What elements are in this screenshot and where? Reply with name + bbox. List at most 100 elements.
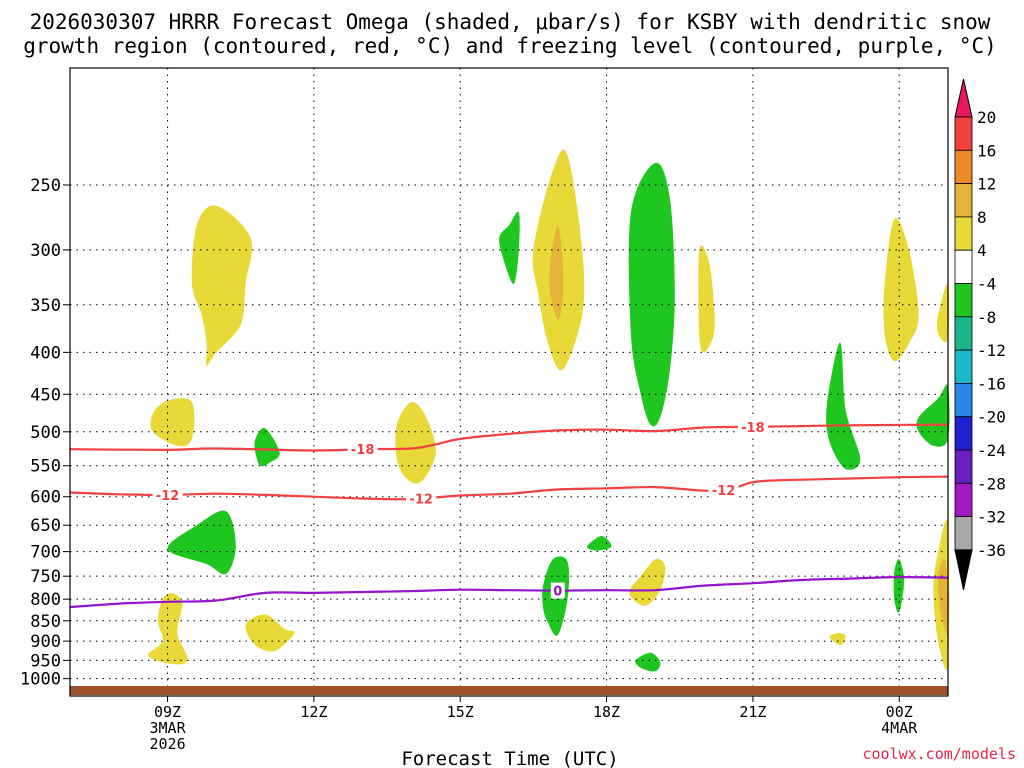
colorbar-swatch-5 <box>954 283 973 318</box>
dgz-top-label-1: -18 <box>741 421 765 436</box>
omega-neg-f <box>167 510 236 575</box>
colorbar-swatch-top <box>954 78 973 118</box>
xtick-label-09Z: 09Z <box>154 703 181 721</box>
colorbar-swatch-bottom <box>954 549 973 591</box>
plot-area: -18 -18 -12 -12 -12 0 <box>69 67 950 697</box>
xtick-label-12Z: 12Z <box>300 703 327 721</box>
xtick-label-4MAR: 4MAR <box>881 719 918 737</box>
xtick-label-15Z: 15Z <box>447 703 474 721</box>
omega-pos-k <box>829 633 846 646</box>
colorbar-label--28: -28 <box>977 474 1006 493</box>
omega-pos-c <box>395 401 436 484</box>
colorbar-swatch-10 <box>954 449 973 484</box>
colorbar-label--36: -36 <box>977 541 1006 560</box>
ytick-label-500: 500 <box>30 423 61 443</box>
colorbar-swatch-6 <box>954 316 973 351</box>
ytick-label-950: 950 <box>30 651 61 671</box>
omega-pos-g <box>937 283 950 343</box>
colorbar-label-20: 20 <box>977 108 996 127</box>
colorbar-swatch-1 <box>954 149 973 185</box>
freezing-level-line <box>69 575 949 609</box>
credit-text: coolwx.com/models <box>862 745 1016 763</box>
x-axis-title: Forecast Time (UTC) <box>401 748 618 768</box>
y-axis-ticks: 2503003504004505005506006507007508008509… <box>20 176 70 690</box>
chart-title-line-1: 2026030307 HRRR Forecast Omega (shaded, … <box>30 10 991 34</box>
colorbar-label--32: -32 <box>977 508 1006 527</box>
colorbar-label-16: 16 <box>977 141 996 160</box>
temperature-contours: -18 -18 -12 -12 -12 0 <box>69 418 949 609</box>
omega-pos-j <box>629 558 666 606</box>
ytick-label-400: 400 <box>30 343 61 363</box>
dgz-bottom-label-bg-2 <box>708 481 739 498</box>
xtick-label-2026: 2026 <box>149 735 185 753</box>
colorbar-label-4: 4 <box>977 241 987 260</box>
omega-shading <box>148 149 950 672</box>
omega-pos-f <box>883 217 919 362</box>
colorbar-label-12: 12 <box>977 175 996 194</box>
omega-pos-d-core <box>549 225 564 320</box>
ytick-label-350: 350 <box>30 296 61 316</box>
colorbar-swatch-3 <box>954 216 973 251</box>
ytick-label-800: 800 <box>30 590 61 610</box>
omega-neg-e <box>254 427 280 467</box>
colorbar-label-8: 8 <box>977 208 987 227</box>
colorbar-swatch-8 <box>954 382 973 418</box>
xtick-label-3MAR: 3MAR <box>149 719 186 737</box>
dgz-top-line <box>69 423 949 452</box>
omega-neg-b <box>628 162 675 427</box>
ytick-label-850: 850 <box>30 612 61 632</box>
colorbar: 20 16 12 8 4 -4 -8 -12 -16 -20 -24 -28 -32 -36 <box>954 78 1006 591</box>
colorbar-swatch-12 <box>954 516 973 551</box>
omega-neg-i <box>635 652 661 672</box>
ytick-label-650: 650 <box>30 516 61 536</box>
colorbar-label--16: -16 <box>977 374 1006 393</box>
ytick-label-900: 900 <box>30 632 61 652</box>
colorbar-swatch-0 <box>954 116 973 151</box>
dgz-bottom-label-1: -12 <box>409 492 433 507</box>
chart-title-line-2: growth region (contoured, red, °C) and f… <box>23 34 997 58</box>
dgz-top-label-0: -18 <box>351 443 375 458</box>
dgz-bottom-label-bg-0 <box>152 486 183 503</box>
omega-neg-g <box>586 536 612 551</box>
omega-neg-d <box>916 384 950 447</box>
colorbar-label--12: -12 <box>977 341 1006 360</box>
dgz-bottom-label-2: -12 <box>712 484 736 499</box>
dgz-top-label-bg-1 <box>737 418 768 435</box>
colorbar-swatch-7 <box>954 349 973 384</box>
dgz-bottom-label-0: -12 <box>156 489 180 504</box>
colorbar-swatch-11 <box>954 482 973 517</box>
omega-pos-e <box>698 245 715 353</box>
colorbar-label--4: -4 <box>977 275 996 294</box>
ytick-label-450: 450 <box>30 385 61 405</box>
ytick-label-250: 250 <box>30 176 61 196</box>
colorbar-swatch-4 <box>954 249 973 284</box>
colorbar-label--20: -20 <box>977 408 1006 427</box>
xtick-label-21Z: 21Z <box>739 703 766 721</box>
dgz-bottom-label-bg-1 <box>406 490 437 507</box>
omega-pos-i <box>245 614 295 652</box>
colorbar-label--24: -24 <box>977 441 1006 460</box>
pressure-gridlines <box>70 68 948 696</box>
ytick-label-1000: 1000 <box>20 670 61 690</box>
ytick-label-300: 300 <box>30 241 61 261</box>
omega-pos-b <box>150 398 195 447</box>
plot-background <box>70 68 948 696</box>
freezing-level-label-0: 0 <box>553 585 562 600</box>
ytick-label-600: 600 <box>30 488 61 508</box>
ytick-label-700: 700 <box>30 543 61 563</box>
colorbar-swatch-2 <box>954 183 973 218</box>
plot-frame <box>69 67 949 697</box>
omega-neg-a <box>499 211 520 284</box>
ytick-label-750: 750 <box>30 567 61 587</box>
colorbar-label--8: -8 <box>977 308 996 327</box>
colorbar-swatch-9 <box>954 416 973 451</box>
ground-terrain <box>70 686 948 695</box>
omega-neg-c <box>826 342 861 470</box>
freezing-level-label-bg-0 <box>550 582 565 599</box>
dgz-top-label-bg-0 <box>347 441 378 458</box>
omega-pos-h <box>148 593 188 665</box>
xtick-label-00Z: 00Z <box>886 703 913 721</box>
xtick-label-18Z: 18Z <box>593 703 620 721</box>
